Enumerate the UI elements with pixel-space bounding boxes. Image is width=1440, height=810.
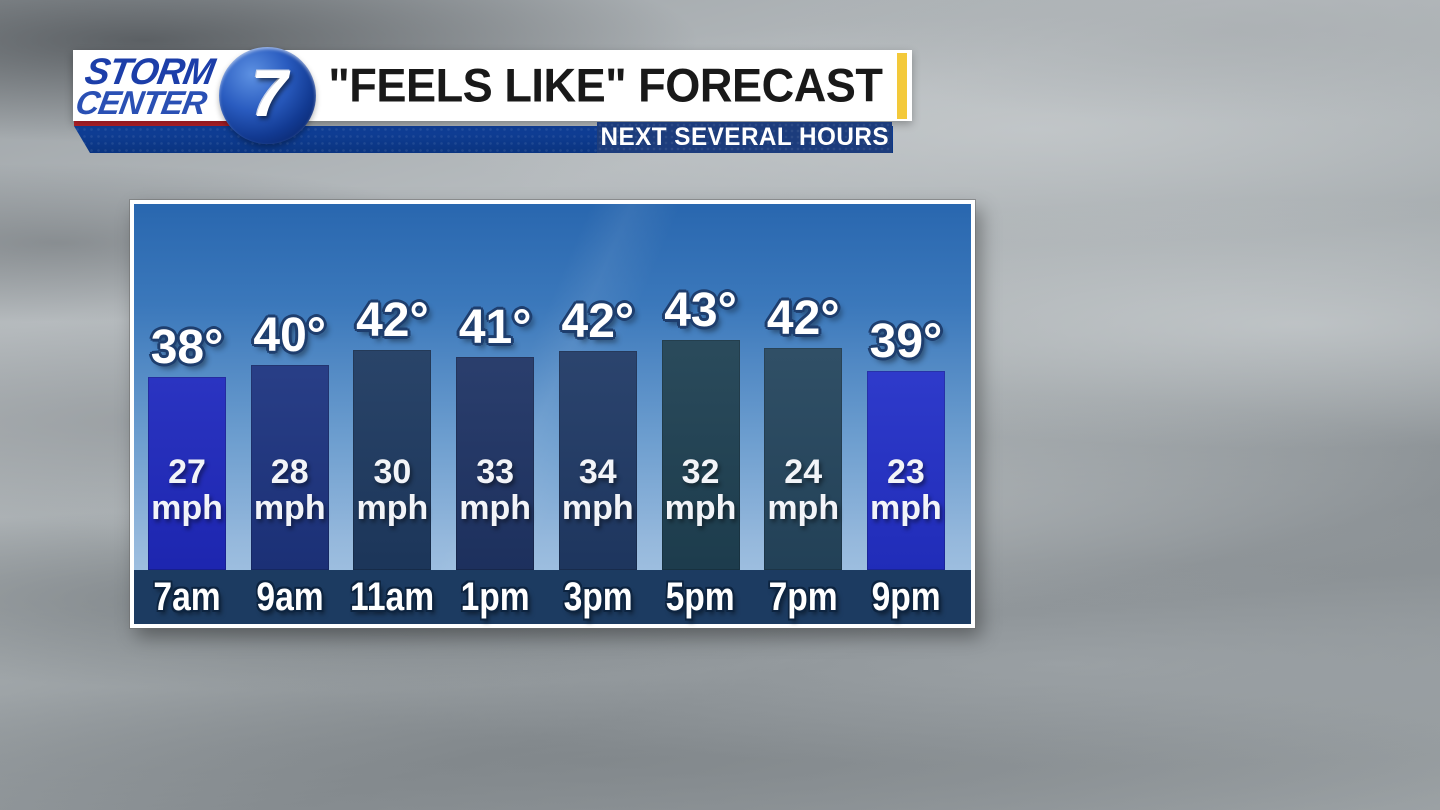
temp-bar: 33 mph	[456, 357, 535, 570]
wind-value: 28	[270, 452, 309, 491]
forecast-column-7pm: 42° 24 mph 7pm	[764, 204, 843, 624]
feels-like-bar-chart: 38° 27 mph 7am 40° 28 mph 9am	[130, 200, 975, 628]
yellow-accent-bar	[897, 53, 907, 119]
time-label: 5pm	[646, 570, 756, 624]
wind-label: 30 mph	[353, 454, 431, 526]
wind-value: 32	[681, 452, 720, 491]
subtitle-banner: NEXT SEVERAL HOURS	[597, 122, 892, 153]
temp-bar: 27 mph	[148, 377, 226, 570]
forecast-column-5pm: 43° 32 mph 5pm	[661, 204, 740, 624]
wind-value: 34	[578, 452, 617, 491]
temp-label: 42°	[356, 294, 429, 347]
forecast-column-3pm: 42° 34 mph 3pm	[558, 204, 637, 624]
time-text: 3pm	[563, 574, 633, 619]
title-banner: STORM CENTER "FEELS LIKE" FORECAST	[73, 50, 912, 121]
wind-value: 33	[476, 452, 515, 491]
logo-center-text: CENTER	[72, 84, 210, 121]
forecast-column-9pm: 39° 23 mph 9pm	[866, 204, 945, 624]
channel-number: 7	[251, 55, 288, 130]
red-accent-stripe	[74, 119, 238, 126]
temp-bar: 32 mph	[661, 340, 740, 570]
wind-label: 28 mph	[251, 454, 329, 526]
wind-unit: mph	[664, 488, 737, 527]
wind-unit: mph	[870, 488, 942, 527]
wind-label: 32 mph	[662, 454, 740, 526]
wind-value: 24	[784, 452, 823, 491]
time-text: 7am	[153, 574, 221, 619]
temp-label: 43°	[664, 284, 737, 337]
wind-label: 33 mph	[456, 454, 534, 526]
page-title: "FEELS LIKE" FORECAST	[328, 57, 883, 111]
forecast-column-7am: 38° 27 mph 7am	[148, 204, 226, 624]
forecast-column-1pm: 41° 33 mph 1pm	[456, 204, 535, 624]
wind-unit: mph	[459, 488, 531, 527]
time-text: 5pm	[665, 574, 736, 619]
temp-label: 42°	[561, 295, 635, 348]
wind-unit: mph	[356, 488, 429, 527]
storm-center-logo-text: STORM CENTER	[73, 51, 217, 121]
time-label: 11am	[337, 570, 447, 624]
wind-label: 23 mph	[867, 454, 945, 526]
temp-bar: 24 mph	[764, 348, 843, 570]
subtitle-text: NEXT SEVERAL HOURS	[600, 123, 889, 151]
time-text: 9pm	[871, 574, 941, 619]
wind-unit: mph	[561, 488, 634, 527]
wind-unit: mph	[253, 488, 326, 527]
temp-bar: 23 mph	[866, 371, 945, 570]
time-label: 7pm	[748, 570, 858, 624]
forecast-column-11am: 42° 30 mph 11am	[350, 204, 434, 624]
time-label: 9am	[235, 570, 345, 624]
time-axis-strip	[134, 570, 971, 624]
time-label: 1pm	[440, 570, 550, 624]
temp-bar: 30 mph	[353, 350, 432, 570]
wind-label: 27 mph	[148, 454, 226, 526]
time-text: 7pm	[768, 574, 838, 619]
temp-label: 39°	[869, 315, 943, 368]
temp-label: 40°	[253, 309, 326, 362]
time-label: 7am	[132, 570, 242, 624]
forecast-column-9am: 40° 28 mph 9am	[250, 204, 329, 624]
channel-7-logo-icon: 7	[219, 47, 316, 144]
wind-value: 30	[373, 452, 412, 491]
wind-value: 23	[887, 452, 925, 491]
wind-label: 24 mph	[764, 454, 842, 526]
temp-label: 38°	[150, 321, 224, 374]
temp-label: 42°	[766, 292, 840, 345]
wind-label: 34 mph	[559, 454, 637, 526]
time-text: 1pm	[460, 574, 530, 619]
temp-bar: 34 mph	[558, 351, 637, 570]
wind-value: 27	[168, 452, 206, 491]
wind-unit: mph	[151, 488, 223, 527]
time-text: 11am	[350, 574, 435, 619]
temp-label: 41°	[458, 301, 532, 354]
wind-unit: mph	[767, 488, 840, 527]
time-text: 9am	[256, 574, 324, 619]
chart-plot-area: 38° 27 mph 7am 40° 28 mph 9am	[134, 204, 971, 624]
temp-bar: 28 mph	[250, 365, 329, 570]
time-label: 3pm	[543, 570, 653, 624]
time-label: 9pm	[851, 570, 961, 624]
